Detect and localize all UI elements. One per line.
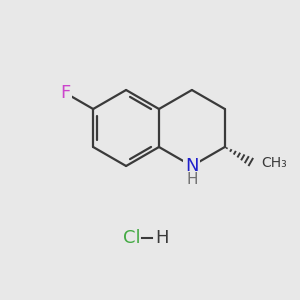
Text: F: F xyxy=(60,84,70,102)
Text: H: H xyxy=(186,172,198,188)
Text: N: N xyxy=(185,157,199,175)
Text: H: H xyxy=(155,229,169,247)
Text: Cl: Cl xyxy=(123,229,141,247)
Text: CH₃: CH₃ xyxy=(261,156,286,170)
